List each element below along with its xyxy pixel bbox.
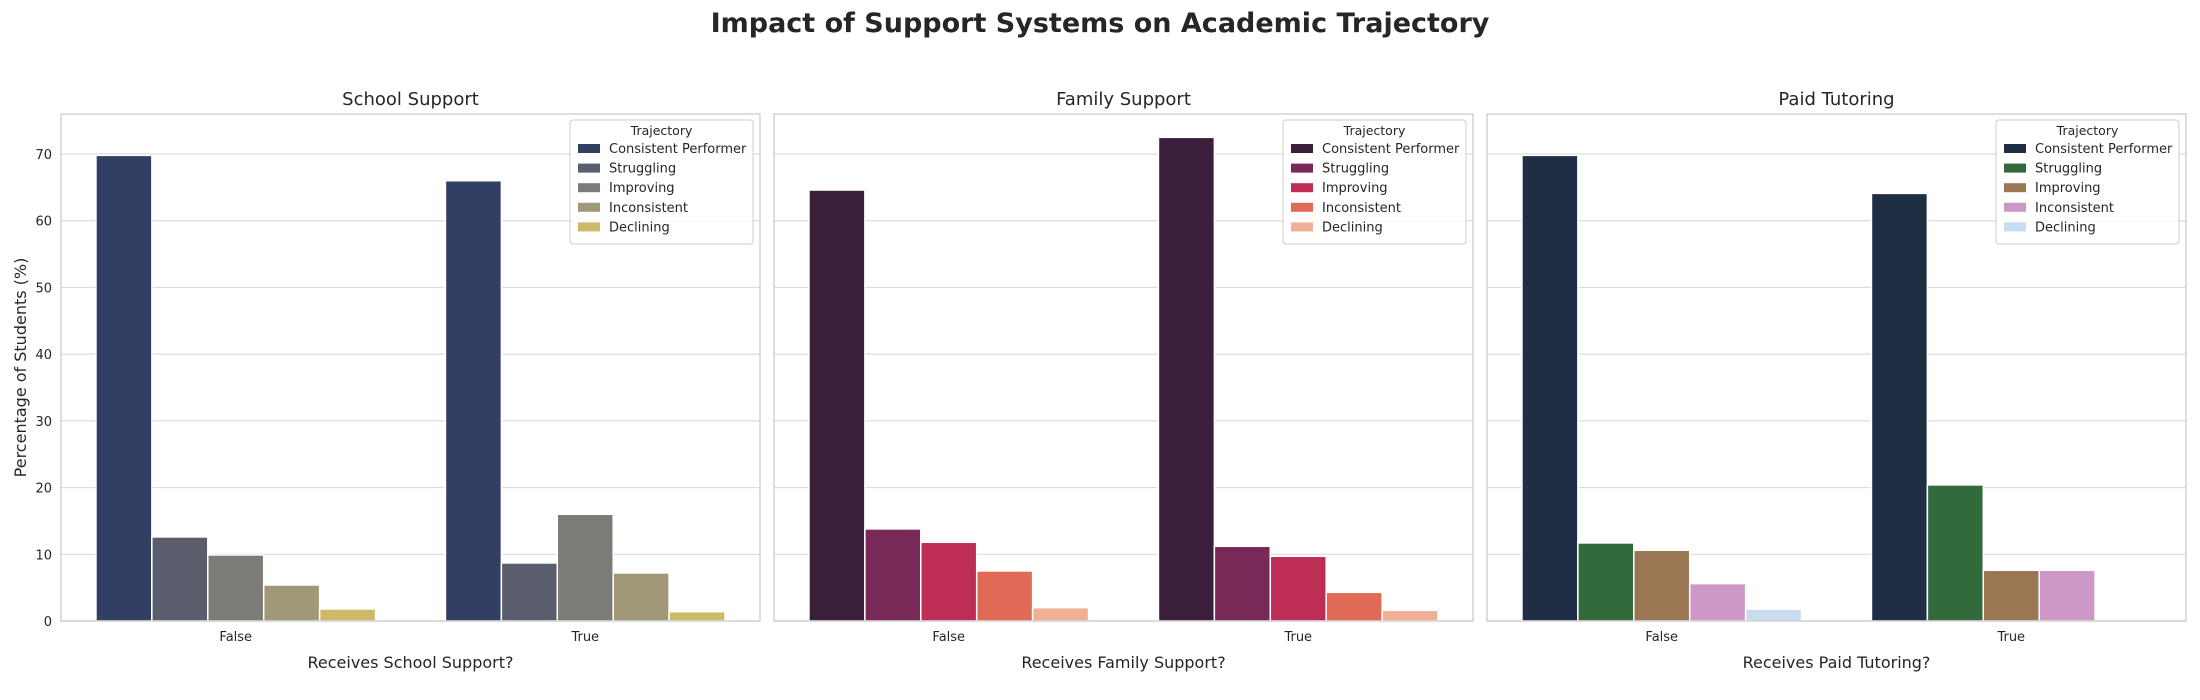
- x-tick-label: False: [1645, 630, 1678, 645]
- x-axis-label-1: Receives School Support?: [307, 653, 513, 672]
- bar-2-false-1: [808, 189, 866, 622]
- legend-label-2: Struggling: [2035, 162, 2102, 177]
- bar-1-false-4: [262, 584, 321, 622]
- plot-frame-3: [1486, 113, 2187, 622]
- panel-title-2: Family Support: [1056, 89, 1191, 110]
- legend-swatch-5: [578, 222, 600, 232]
- y-tick-label: 10: [35, 548, 52, 563]
- bar-2-true-5: [1381, 609, 1439, 622]
- legend-swatch-3: [2004, 183, 2026, 193]
- legend-swatch-4: [1291, 202, 1313, 212]
- bar-1-false-5: [318, 608, 377, 622]
- bar-1-true-1: [444, 179, 503, 622]
- bar-3-false-2: [1577, 542, 1635, 622]
- legend-label-2: Struggling: [1322, 162, 1389, 177]
- bar-3-false-3: [1633, 549, 1691, 622]
- legend-swatch-3: [1291, 183, 1313, 193]
- legend-label-3: Improving: [609, 181, 675, 196]
- bar-2-true-4: [1325, 591, 1383, 622]
- legend-label-4: Inconsistent: [609, 201, 688, 216]
- bar-1-true-4: [612, 572, 670, 622]
- legend-swatch-1: [1291, 144, 1313, 153]
- x-tick-label: True: [1283, 630, 1312, 645]
- legend-swatch-4: [578, 202, 600, 212]
- legend-swatch-5: [1291, 222, 1313, 232]
- legend-label-1: Consistent Performer: [609, 142, 747, 157]
- legend-swatch-4: [2004, 202, 2026, 212]
- bar-3-false-5: [1744, 608, 1803, 622]
- bar-3-true-1: [1870, 192, 1929, 622]
- bar-3-false-1: [1521, 154, 1579, 622]
- legend-box-1: [569, 119, 754, 245]
- legend-swatch-2: [2004, 163, 2026, 173]
- bar-2-true-1: [1157, 136, 1216, 622]
- x-tick-label: True: [570, 630, 599, 645]
- legend-label-5: Declining: [1322, 220, 1383, 235]
- x-axis-label-2: Receives Family Support?: [1021, 653, 1225, 672]
- bar-2-false-2: [864, 528, 922, 622]
- bar-1-true-5: [668, 610, 726, 622]
- legend-box-2: [1282, 119, 1467, 245]
- bar-2-false-3: [920, 541, 978, 622]
- legend-title: Trajectory: [1343, 123, 1406, 138]
- legend-swatch-2: [1291, 163, 1313, 173]
- panel-title-1: School Support: [342, 89, 479, 110]
- legend-title: Trajectory: [630, 123, 693, 138]
- legend-label-5: Declining: [2035, 220, 2096, 235]
- legend-box-3: [1995, 119, 2180, 245]
- legend-label-1: Consistent Performer: [1322, 142, 1460, 157]
- bar-2-true-2: [1213, 545, 1272, 622]
- y-tick-label: 20: [35, 482, 52, 497]
- x-tick-label: False: [932, 630, 965, 645]
- legend-label-4: Inconsistent: [1322, 201, 1401, 216]
- bar-1-false-2: [151, 536, 209, 622]
- bar-1-false-1: [95, 154, 153, 622]
- y-tick-label: 60: [35, 215, 52, 230]
- legend-label-3: Improving: [1322, 181, 1388, 196]
- y-tick-label: 0: [44, 615, 52, 630]
- y-tick-label: 40: [35, 348, 52, 363]
- x-tick-label: False: [219, 630, 252, 645]
- x-tick-label: True: [1996, 630, 2025, 645]
- plot-frame-1: [60, 113, 761, 622]
- bar-2-false-5: [1031, 606, 1090, 622]
- bar-2-false-4: [975, 570, 1034, 622]
- legend-swatch-3: [578, 183, 600, 193]
- bar-1-false-3: [207, 554, 265, 622]
- legend-label-5: Declining: [609, 220, 670, 235]
- legend-title: Trajectory: [2056, 123, 2119, 138]
- x-axis-label-3: Receives Paid Tutoring?: [1743, 653, 1931, 672]
- bar-3-true-4: [2038, 569, 2096, 622]
- legend-swatch-2: [578, 163, 600, 173]
- figure-title: Impact of Support Systems on Academic Tr…: [710, 8, 1490, 39]
- bar-3-true-2: [1926, 484, 1985, 622]
- bar-1-true-3: [556, 513, 614, 622]
- legend-swatch-1: [578, 144, 600, 153]
- y-tick-label: 30: [35, 415, 52, 430]
- bar-3-false-4: [1688, 582, 1747, 622]
- panel-title-3: Paid Tutoring: [1778, 89, 1894, 110]
- legend-label-2: Struggling: [609, 162, 676, 177]
- legend-swatch-5: [2004, 222, 2026, 232]
- legend-label-1: Consistent Performer: [2035, 142, 2173, 157]
- y-tick-label: 70: [35, 148, 52, 163]
- y-tick-label: 50: [35, 281, 52, 296]
- y-axis-label: Percentage of Students (%): [11, 258, 30, 478]
- legend-label-3: Improving: [2035, 181, 2101, 196]
- bar-2-true-3: [1269, 555, 1327, 622]
- plot-frame-2: [773, 113, 1474, 622]
- legend-swatch-1: [2004, 144, 2026, 153]
- bar-3-true-3: [1982, 569, 2040, 622]
- bar-1-true-2: [500, 562, 559, 622]
- legend-label-4: Inconsistent: [2035, 201, 2114, 216]
